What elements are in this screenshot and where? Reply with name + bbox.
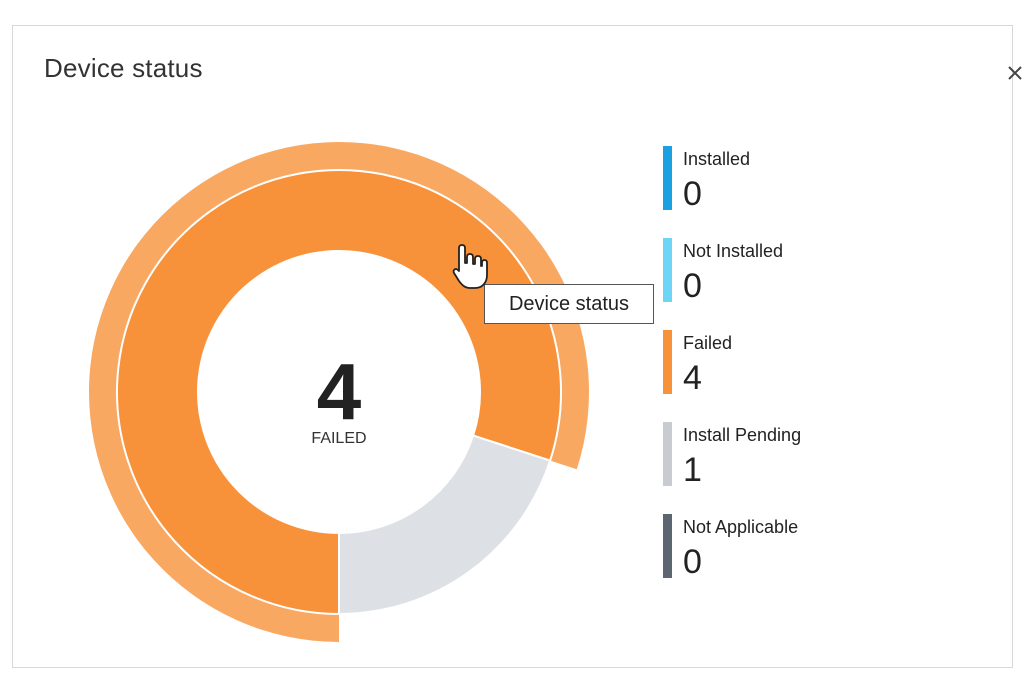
legend-label: Failed: [683, 333, 733, 353]
legend-swatch: [663, 238, 672, 302]
donut-slice-install-pending[interactable]: [338, 434, 552, 616]
legend-value: 0: [683, 175, 702, 213]
legend-swatch: [663, 330, 672, 394]
tooltip-text: Device status: [508, 292, 630, 315]
legend-value: 0: [683, 267, 702, 305]
legend-label: Installed: [683, 149, 751, 169]
legend-label: Not Installed: [683, 241, 784, 261]
legend-swatch: [663, 422, 672, 486]
donut-slice-install-pending-arc[interactable]: [338, 434, 552, 616]
legend-swatch: [663, 146, 672, 210]
legend-value: 0: [683, 543, 702, 581]
legend-value: 4: [683, 359, 702, 397]
legend-swatch: [663, 514, 672, 578]
hand-pointer-icon: [452, 244, 488, 289]
center-value: 4: [316, 347, 362, 436]
donut-slice-failed-arc[interactable]: [116, 169, 562, 616]
legend-label: Install Pending: [683, 425, 802, 445]
center-label: FAILED: [311, 430, 367, 447]
close-icon[interactable]: [1005, 63, 1023, 81]
legend-value: 1: [683, 451, 702, 489]
tooltip: Device status: [484, 284, 654, 324]
legend-label: Not Applicable: [683, 517, 799, 537]
card-title: Device status: [44, 53, 203, 83]
